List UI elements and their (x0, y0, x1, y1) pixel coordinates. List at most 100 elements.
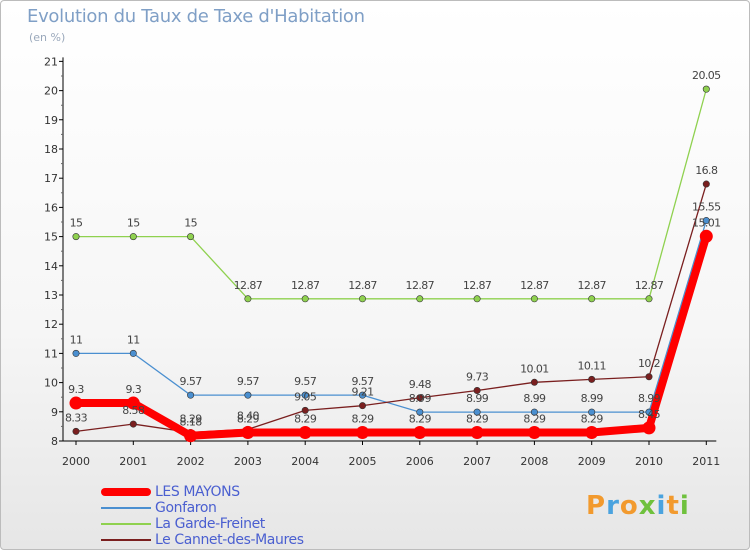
proxiti-logo: Proxiti (586, 491, 690, 521)
data-point (588, 295, 596, 303)
data-labels: 9.3 9.38.18 8.29 8.29 8.29 8.29 8.29 8.29 8.29 8.… (65, 69, 722, 429)
x-tick-label: 2007 (463, 455, 491, 468)
x-tick-label: 2009 (578, 455, 606, 468)
data-point (184, 429, 198, 443)
data-label: 8.29 (523, 413, 546, 426)
data-point (470, 426, 484, 440)
data-point (72, 233, 80, 241)
data-point (530, 378, 538, 386)
data-point (129, 349, 137, 357)
data-point (642, 421, 656, 435)
data-point (416, 295, 424, 303)
legend-swatch (101, 488, 151, 496)
data-point (356, 426, 369, 440)
data-label: 10.01 (520, 362, 549, 375)
series-points (69, 85, 713, 443)
y-tick-label: 9 (51, 406, 58, 419)
data-label: 15 (70, 217, 83, 230)
legend-label: La Garde-Freinet (155, 516, 265, 532)
data-point (241, 426, 255, 440)
data-point (473, 295, 481, 303)
data-point (187, 233, 195, 241)
y-tick-label: 14 (44, 260, 58, 273)
y-tick-label: 17 (44, 172, 58, 185)
data-label: 9.57 (294, 375, 317, 388)
logo-letter: x (638, 491, 657, 521)
data-point (126, 396, 140, 410)
data-point (129, 233, 137, 241)
legend-label: Gonfaron (155, 500, 217, 516)
data-point (588, 375, 596, 383)
data-label: 9.05 (294, 390, 317, 403)
series-line-0 (72, 232, 711, 440)
x-tick-label: 2002 (177, 455, 205, 468)
data-point (358, 391, 366, 399)
data-point (413, 426, 427, 440)
x-tick-label: 2001 (119, 455, 147, 468)
data-label: 8.29 (351, 413, 374, 426)
legend-swatch (101, 523, 151, 525)
y-tick-label: 20 (44, 85, 58, 98)
data-point (702, 180, 710, 188)
data-point (358, 402, 366, 410)
data-label: 8.29 (466, 413, 489, 426)
legend-swatch (101, 539, 151, 541)
data-point (645, 373, 653, 381)
y-tick-label: 8 (51, 435, 58, 448)
data-point (72, 349, 80, 357)
data-point (585, 426, 599, 440)
data-label: 12.87 (234, 279, 263, 292)
data-label: 8.18 (180, 416, 203, 429)
logo-letter: o (619, 491, 639, 521)
chart-unit: (en %) (29, 31, 66, 44)
data-label: 8.99 (638, 392, 661, 405)
data-label: 9.57 (351, 375, 374, 388)
data-label: 12.87 (635, 279, 664, 292)
y-tick-label: 16 (44, 201, 58, 214)
data-label: 10.11 (577, 359, 606, 372)
data-label: 8.29 (581, 413, 604, 426)
data-point (699, 229, 713, 243)
data-label: 9.73 (466, 370, 489, 383)
series-line-3 (75, 183, 707, 434)
data-label: 15 (127, 217, 140, 230)
data-label: 9.48 (409, 378, 432, 391)
series-line-1 (75, 219, 707, 413)
y-tick-label: 15 (44, 231, 58, 244)
data-point (527, 426, 541, 440)
data-point (702, 217, 710, 225)
data-point (129, 420, 137, 428)
y-tick-label: 13 (44, 289, 58, 302)
logo-letter: P (586, 491, 607, 521)
y-tick-label: 12 (44, 318, 58, 331)
data-point (530, 295, 538, 303)
y-tick-label: 18 (44, 143, 58, 156)
data-label: 12.87 (577, 279, 606, 292)
x-tick-label: 2005 (349, 455, 377, 468)
data-point (473, 386, 481, 394)
data-label: 9.21 (351, 386, 373, 399)
chart-title: Evolution du Taux de Taxe d'Habitation (27, 6, 365, 27)
data-point (702, 85, 710, 93)
data-label: 8.99 (581, 392, 604, 405)
x-tick-label: 2011 (692, 455, 720, 468)
series-line-2 (75, 88, 707, 300)
x-tick-label: 2006 (406, 455, 434, 468)
x-tick-label: 2010 (635, 455, 663, 468)
logo-letter: i (656, 491, 667, 521)
data-label: 16.8 (695, 164, 718, 177)
data-label: 11 (70, 333, 83, 346)
y-tick-label: 21 (44, 55, 58, 68)
series-lines (72, 88, 711, 440)
data-point (244, 295, 252, 303)
data-label: 9.57 (237, 375, 260, 388)
data-label: 8.99 (523, 392, 546, 405)
data-label: 8.29 (409, 413, 432, 426)
data-point (187, 391, 195, 399)
x-tick-label: 2008 (520, 455, 548, 468)
data-label: 11 (127, 333, 140, 346)
y-tick-label: 11 (44, 347, 58, 360)
y-tick-label: 10 (44, 377, 58, 390)
data-point (588, 408, 596, 416)
